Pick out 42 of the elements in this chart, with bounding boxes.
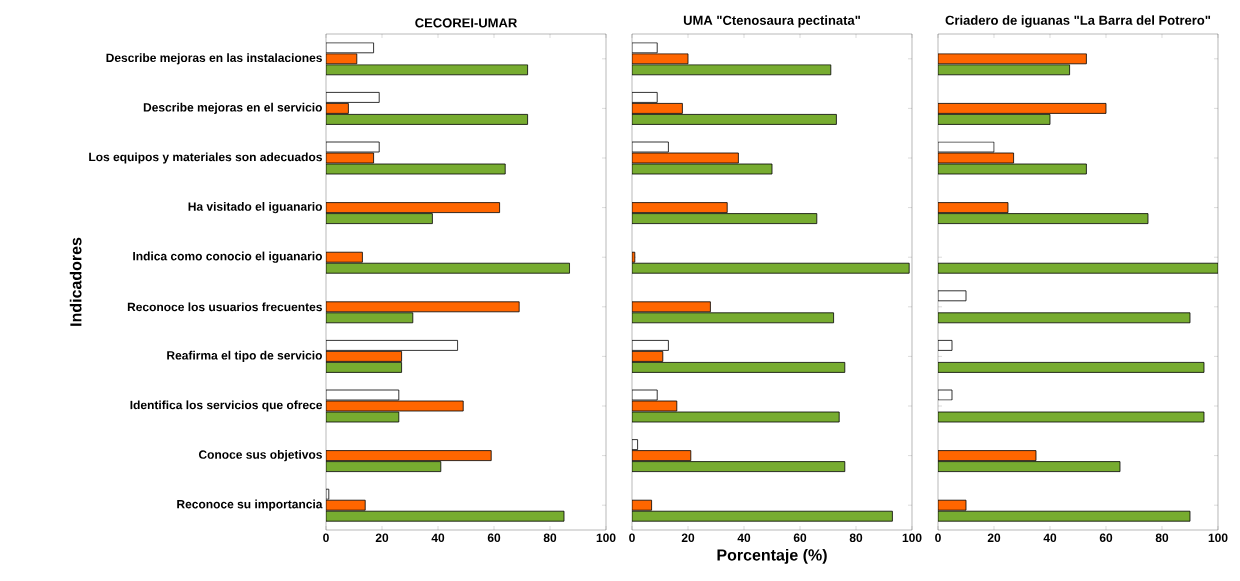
y-tick-label: Ha visitado el iguanario bbox=[188, 201, 322, 214]
x-tick-label: 40 bbox=[1043, 533, 1057, 543]
y-axis-title: Indicadores bbox=[69, 237, 82, 326]
x-axis-title: Porcentaje (%) bbox=[717, 548, 827, 564]
x-tick-label: 0 bbox=[935, 533, 941, 543]
y-tick-label: Identifica los servicios que ofrece bbox=[130, 400, 323, 412]
x-tick-label: 80 bbox=[1155, 533, 1169, 543]
y-tick-label: Reafirma el tipo de servicio bbox=[167, 350, 322, 362]
bar bbox=[938, 389, 953, 401]
chart-title: CECOREI-UMAR bbox=[415, 18, 518, 28]
x-tick-label: 100 bbox=[1208, 533, 1228, 543]
x-tick-label: 100 bbox=[902, 533, 922, 543]
x-tick-label: 80 bbox=[849, 533, 863, 543]
bar bbox=[938, 411, 1205, 423]
bar bbox=[938, 340, 953, 351]
x-tick-label: 80 bbox=[543, 533, 557, 543]
x-tick-label: 0 bbox=[323, 533, 329, 543]
y-tick-label: Indica como conocio el iguanario bbox=[133, 251, 323, 263]
y-tick-label: Reconoce los usuarios frecuentes bbox=[127, 302, 322, 312]
chart-title: UMA "Ctenosaura pectinata" bbox=[683, 15, 860, 28]
x-tick-label: 40 bbox=[737, 533, 751, 543]
x-tick-label: 20 bbox=[375, 533, 389, 543]
y-tick-label: Describe mejoras en las instalaciones bbox=[106, 53, 322, 65]
y-tick-label: Describe mejoras en el servicio bbox=[143, 102, 322, 114]
bar bbox=[632, 262, 910, 274]
x-tick-label: 60 bbox=[793, 533, 807, 543]
y-tick-label: Reconoce su importancia bbox=[177, 499, 323, 511]
x-tick-label: 40 bbox=[431, 533, 445, 543]
x-tick-label: 100 bbox=[596, 533, 616, 543]
x-tick-label: 60 bbox=[1099, 533, 1113, 543]
x-tick-label: 20 bbox=[987, 533, 1001, 543]
bar bbox=[938, 290, 967, 302]
bar bbox=[938, 362, 1205, 373]
bar bbox=[938, 312, 1191, 324]
y-tick-label: Los equipos y materiales son adecuados bbox=[89, 152, 322, 164]
bar bbox=[632, 510, 893, 522]
x-tick-label: 20 bbox=[681, 533, 695, 543]
chart-title: Criadero de iguanas "La Barra del Potrero" bbox=[945, 15, 1211, 28]
y-tick-label: Conoce sus objetivos bbox=[198, 450, 322, 462]
x-tick-label: 60 bbox=[487, 533, 501, 543]
bar bbox=[938, 262, 1218, 274]
x-tick-label: 0 bbox=[629, 533, 635, 543]
